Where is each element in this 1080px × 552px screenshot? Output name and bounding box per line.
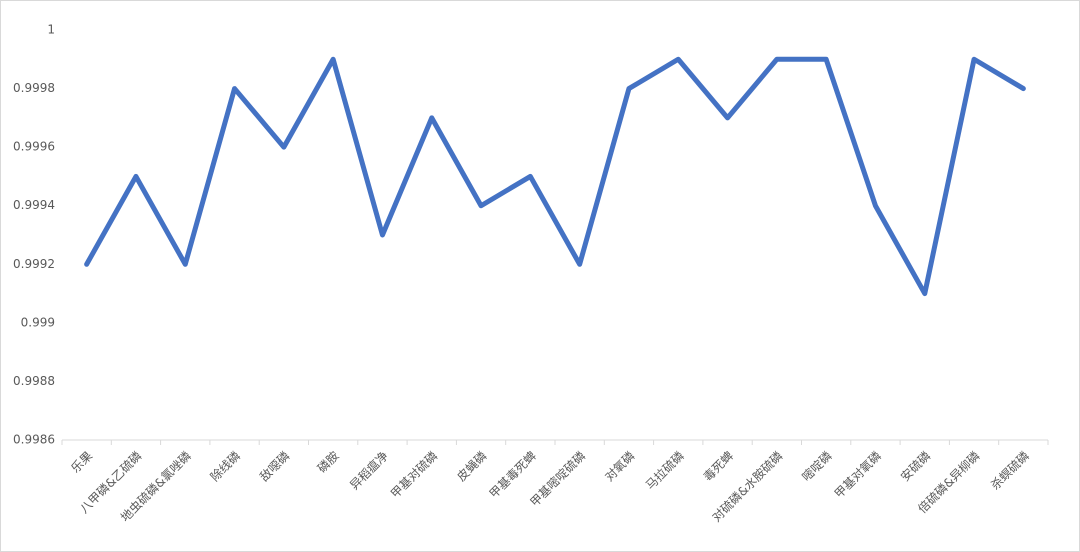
y-tick-label: 1 xyxy=(47,23,55,37)
y-tick-label: 0.9992 xyxy=(13,257,55,271)
y-tick-label: 0.9996 xyxy=(13,140,55,154)
y-tick-label: 0.9988 xyxy=(13,374,55,388)
y-tick-label: 0.9994 xyxy=(13,198,55,212)
y-tick-label: 0.9986 xyxy=(13,433,55,447)
y-tick-label: 0.999 xyxy=(21,315,55,329)
y-tick-label: 0.9998 xyxy=(13,81,55,95)
data-line xyxy=(84,56,1026,297)
